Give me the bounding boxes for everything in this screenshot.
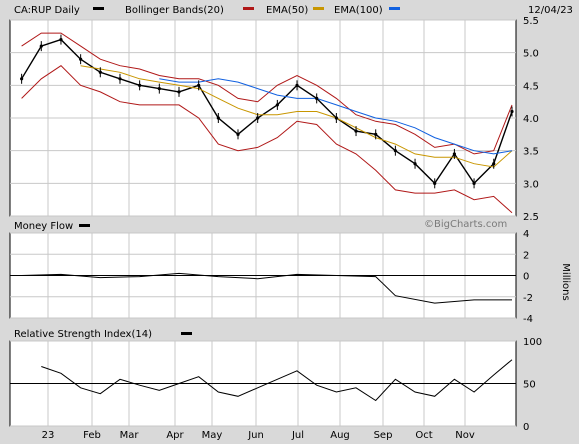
money-flow-legend-swatch (79, 224, 90, 227)
price-point (59, 38, 63, 42)
rsi-legend-swatch (181, 332, 192, 335)
price-point (472, 181, 476, 185)
y-tick-label: -2 (523, 293, 533, 304)
ca-rup-daily-line (21, 38, 513, 185)
price-point (118, 77, 122, 81)
price-point (197, 83, 201, 87)
month-tick-label: Sep (374, 430, 393, 441)
month-tick-label: May (202, 430, 223, 441)
month-tick-label: Apr (166, 430, 184, 441)
y-tick-label: 0 (523, 272, 529, 283)
price-point (98, 70, 102, 74)
y-tick-label: 2 (523, 250, 529, 261)
price-point (138, 83, 142, 87)
y-tick-label: 0 (523, 422, 529, 433)
y-tick-label: 4 (523, 229, 529, 240)
series-layer (20, 32, 514, 402)
price-point (295, 83, 299, 87)
y-tick-label: 2.5 (523, 212, 539, 223)
watermark: ©BigCharts.com (424, 219, 507, 230)
y-tick-label: 5.5 (523, 16, 539, 27)
price-point (374, 132, 378, 136)
price-point (236, 132, 240, 136)
bollinger-bands-20-lower-line (21, 65, 513, 214)
price-bars (20, 34, 514, 189)
symbol-label: CA:RUP Daily (14, 5, 80, 16)
money-flow-title: Money Flow (14, 221, 73, 232)
price-point (354, 129, 358, 133)
ema50-legend-swatch (313, 7, 324, 10)
y-tick-label: 100 (523, 337, 542, 348)
y-tick-label: 5.0 (523, 49, 539, 60)
y-tick-label: 4.5 (523, 81, 539, 92)
bollinger-bands-20-upper-line (21, 32, 513, 155)
bollinger-legend-swatch (243, 7, 254, 10)
month-tick-label: Nov (455, 430, 475, 441)
rsi-title: Relative Strength Index(14) (14, 329, 152, 340)
money-flow-ylabel: Millions (560, 263, 571, 300)
chart-date: 12/04/23 (528, 5, 573, 16)
month-tick-label: Oct (415, 430, 432, 441)
price-point (177, 90, 181, 94)
price-point (413, 162, 417, 166)
month-tick-label: Jul (291, 430, 304, 441)
month-tick-label: Aug (330, 430, 350, 441)
price-point (216, 116, 220, 120)
ema50-legend-label: EMA(50) (266, 5, 308, 16)
month-tick-label: 23 (42, 430, 55, 441)
price-point (393, 149, 397, 153)
ema-50-line (80, 65, 513, 168)
month-tick-label: Mar (120, 430, 140, 441)
price-point (492, 162, 496, 166)
price-legend-swatch (93, 7, 104, 10)
ema100-legend-swatch (389, 7, 400, 10)
relative-strength-index-14-line (41, 359, 513, 402)
price-point (79, 57, 83, 61)
price-point (275, 103, 279, 107)
price-point (256, 116, 260, 120)
y-tick-label: -4 (523, 314, 533, 325)
money-flow-line (21, 272, 512, 304)
y-tick-label: 3.5 (523, 147, 539, 158)
price-point (452, 152, 456, 156)
price-point (510, 109, 514, 114)
price-point (315, 96, 319, 100)
price-point (334, 116, 338, 120)
price-point (157, 87, 161, 91)
axis-labels: 23 Feb Mar Apr May Jun Jul Aug Sep Oct Nov 2.5 3.0 3.… (42, 16, 542, 441)
price-point (20, 77, 24, 81)
y-tick-label: 4.0 (523, 114, 539, 125)
ema-100-line (159, 78, 513, 155)
price-point (39, 44, 43, 48)
y-tick-label: 50 (523, 380, 536, 391)
grid-lines (10, 19, 516, 427)
price-point (433, 181, 437, 185)
month-tick-label: Jun (247, 430, 264, 441)
month-tick-label: Feb (83, 430, 101, 441)
y-tick-label: 3.0 (523, 179, 539, 190)
ema100-legend-label: EMA(100) (334, 5, 383, 16)
bollinger-legend-label: Bollinger Bands(20) (125, 5, 224, 16)
